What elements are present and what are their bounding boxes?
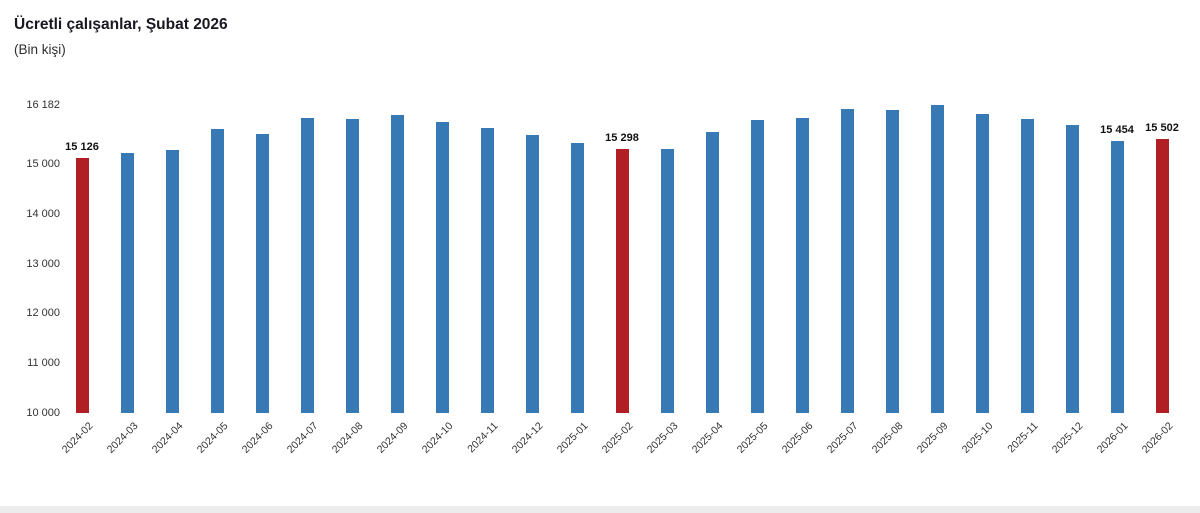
x-axis-tick-label: 2025-02 <box>599 420 636 456</box>
x-axis-tick-label: 2025-01 <box>554 420 591 456</box>
bar-2024-03[interactable] <box>120 152 134 413</box>
y-axis-tick-label: 12 000 <box>26 307 60 320</box>
bar-2026-02[interactable] <box>1155 138 1169 413</box>
x-axis-tick-label: 2024-02 <box>59 420 96 456</box>
x-axis-tick-label: 2024-05 <box>194 420 231 456</box>
bar-2024-12[interactable] <box>525 134 539 413</box>
bar-2025-08[interactable] <box>885 109 899 413</box>
x-axis-tick-label: 2025-04 <box>689 420 726 456</box>
x-axis-tick-label: 2025-09 <box>914 420 951 456</box>
bar-2025-03[interactable] <box>660 148 674 413</box>
bar-2025-05[interactable] <box>750 120 764 413</box>
x-axis-tick-label: 2024-08 <box>329 420 366 456</box>
x-axis-tick-label: 2025-06 <box>779 420 816 456</box>
x-axis-tick-label: 2025-07 <box>824 420 861 456</box>
chart-title: Ücretli çalışanlar, Şubat 2026 <box>14 16 228 33</box>
x-axis-tick-label: 2024-06 <box>239 420 276 456</box>
bar-2026-01[interactable] <box>1110 141 1124 413</box>
x-axis-tick-label: 2024-10 <box>419 420 456 456</box>
bar-2025-10[interactable] <box>975 113 989 413</box>
x-axis-tick-label: 2024-04 <box>149 420 186 456</box>
x-axis-tick-label: 2026-01 <box>1094 420 1131 456</box>
x-axis-tick-label: 2025-03 <box>644 420 681 456</box>
x-axis-tick-label: 2024-07 <box>284 420 321 456</box>
y-axis-tick-label: 14 000 <box>26 207 60 220</box>
bar-2024-06[interactable] <box>255 133 269 413</box>
x-axis-tick-label: 2024-03 <box>104 420 141 456</box>
bar-2024-08[interactable] <box>345 119 359 413</box>
chart-subtitle: (Bin kişi) <box>14 42 66 57</box>
x-axis-tick-label: 2025-10 <box>959 420 996 456</box>
x-axis-tick-label: 2024-11 <box>465 420 501 456</box>
x-axis-tick-label: 2025-12 <box>1049 420 1086 456</box>
bar-2025-07[interactable] <box>840 108 854 413</box>
bar-2024-05[interactable] <box>210 129 224 413</box>
bar-2024-04[interactable] <box>165 150 179 413</box>
x-axis-tick-label: 2025-05 <box>734 420 771 456</box>
bar-2025-04[interactable] <box>705 132 719 413</box>
bar-2024-10[interactable] <box>435 122 449 413</box>
data-label-2024-02: 15 126 <box>65 140 99 153</box>
bar-2025-09[interactable] <box>930 105 944 413</box>
bar-2025-12[interactable] <box>1065 125 1079 413</box>
data-label-2026-02: 15 502 <box>1145 121 1179 134</box>
bar-2025-11[interactable] <box>1020 118 1034 413</box>
y-axis-tick-label: 11 000 <box>27 357 60 370</box>
x-axis-tick-label: 2025-08 <box>869 420 906 456</box>
y-axis-tick-label: 16 182 <box>26 99 60 111</box>
y-axis-tick-label: 10 000 <box>26 407 60 419</box>
y-axis-tick-label: 15 000 <box>26 157 60 170</box>
data-label-2025-02: 15 298 <box>605 132 639 145</box>
x-axis-tick-label: 2024-12 <box>509 420 546 456</box>
bar-2025-06[interactable] <box>795 118 809 413</box>
bar-2024-07[interactable] <box>300 118 314 413</box>
data-label-2026-01: 15 454 <box>1100 124 1134 137</box>
bar-2025-01[interactable] <box>570 142 584 413</box>
x-axis-tick-label: 2026-02 <box>1139 420 1176 456</box>
bottom-divider <box>0 506 1200 513</box>
bar-2024-02[interactable] <box>75 157 89 413</box>
bar-2024-09[interactable] <box>390 114 404 413</box>
x-axis-tick-label: 2025-11 <box>1005 420 1041 456</box>
bar-2024-11[interactable] <box>480 127 494 413</box>
bar-2025-02[interactable] <box>615 149 629 413</box>
x-axis-tick-label: 2024-09 <box>374 420 411 456</box>
y-axis-tick-label: 13 000 <box>26 257 60 270</box>
